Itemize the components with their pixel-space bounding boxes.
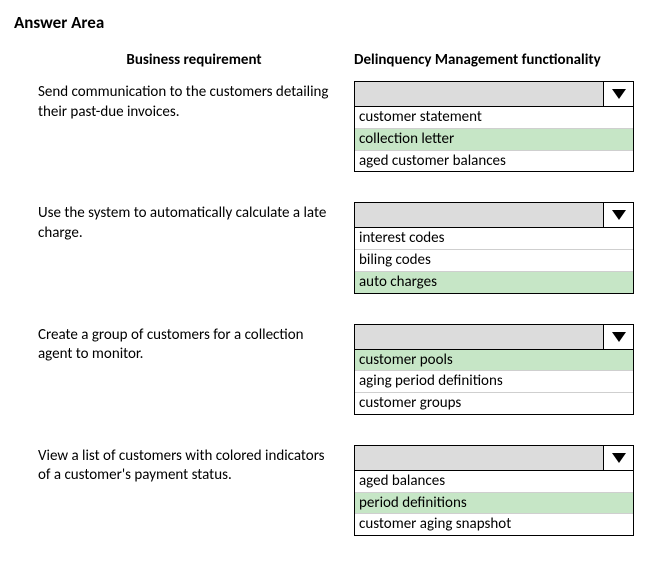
dropdown-selected-blank xyxy=(355,82,603,106)
header-business-requirement: Business requirement xyxy=(14,51,354,69)
chevron-down-icon xyxy=(611,452,627,464)
dropdown-toggle[interactable] xyxy=(603,446,633,470)
dropdown-options-list: aged balancesperiod definitionscustomer … xyxy=(354,471,634,536)
header-delinquency-functionality: Delinquency Management functionality xyxy=(354,51,640,69)
requirement-text: Create a group of customers for a collec… xyxy=(14,324,354,365)
dropdown-toggle[interactable] xyxy=(603,325,633,349)
page-title: Answer Area xyxy=(14,12,640,33)
matching-row: Send communication to the customers deta… xyxy=(14,81,640,172)
chevron-down-icon xyxy=(611,331,627,343)
requirement-text: Use the system to automatically calculat… xyxy=(14,202,354,243)
dropdown-options-list: customer poolsaging period definitionscu… xyxy=(354,350,634,415)
dropdown-header[interactable] xyxy=(354,445,634,471)
dropdown-option[interactable]: biling codes xyxy=(355,249,633,271)
dropdown-option[interactable]: collection letter xyxy=(355,128,633,150)
matching-row: View a list of customers with colored in… xyxy=(14,445,640,536)
requirement-text: View a list of customers with colored in… xyxy=(14,445,354,486)
dropdown-selected-blank xyxy=(355,325,603,349)
functionality-dropdown[interactable]: interest codesbiling codesauto charges xyxy=(354,202,634,293)
dropdown-options-list: interest codesbiling codesauto charges xyxy=(354,228,634,293)
dropdown-toggle[interactable] xyxy=(603,203,633,227)
dropdown-header[interactable] xyxy=(354,202,634,228)
dropdown-options-list: customer statementcollection letteraged … xyxy=(354,107,634,172)
dropdown-header[interactable] xyxy=(354,324,634,350)
dropdown-option[interactable]: aged customer balances xyxy=(355,150,633,172)
matching-row: Create a group of customers for a collec… xyxy=(14,324,640,415)
requirement-text: Send communication to the customers deta… xyxy=(14,81,354,122)
dropdown-option[interactable]: period definitions xyxy=(355,492,633,514)
dropdown-option[interactable]: customer pools xyxy=(355,350,633,371)
dropdown-option[interactable]: aging period definitions xyxy=(355,370,633,392)
dropdown-selected-blank xyxy=(355,203,603,227)
dropdown-option[interactable]: customer aging snapshot xyxy=(355,513,633,535)
matching-row: Use the system to automatically calculat… xyxy=(14,202,640,293)
functionality-dropdown[interactable]: customer statementcollection letteraged … xyxy=(354,81,634,172)
dropdown-header[interactable] xyxy=(354,81,634,107)
dropdown-option[interactable]: customer statement xyxy=(355,107,633,128)
column-headers: Business requirement Delinquency Managem… xyxy=(14,51,640,69)
dropdown-selected-blank xyxy=(355,446,603,470)
dropdown-option[interactable]: customer groups xyxy=(355,392,633,414)
rows-container: Send communication to the customers deta… xyxy=(14,81,640,536)
chevron-down-icon xyxy=(611,209,627,221)
functionality-dropdown[interactable]: aged balancesperiod definitionscustomer … xyxy=(354,445,634,536)
dropdown-option[interactable]: interest codes xyxy=(355,228,633,249)
chevron-down-icon xyxy=(611,88,627,100)
dropdown-toggle[interactable] xyxy=(603,82,633,106)
functionality-dropdown[interactable]: customer poolsaging period definitionscu… xyxy=(354,324,634,415)
dropdown-option[interactable]: auto charges xyxy=(355,271,633,293)
dropdown-option[interactable]: aged balances xyxy=(355,471,633,492)
